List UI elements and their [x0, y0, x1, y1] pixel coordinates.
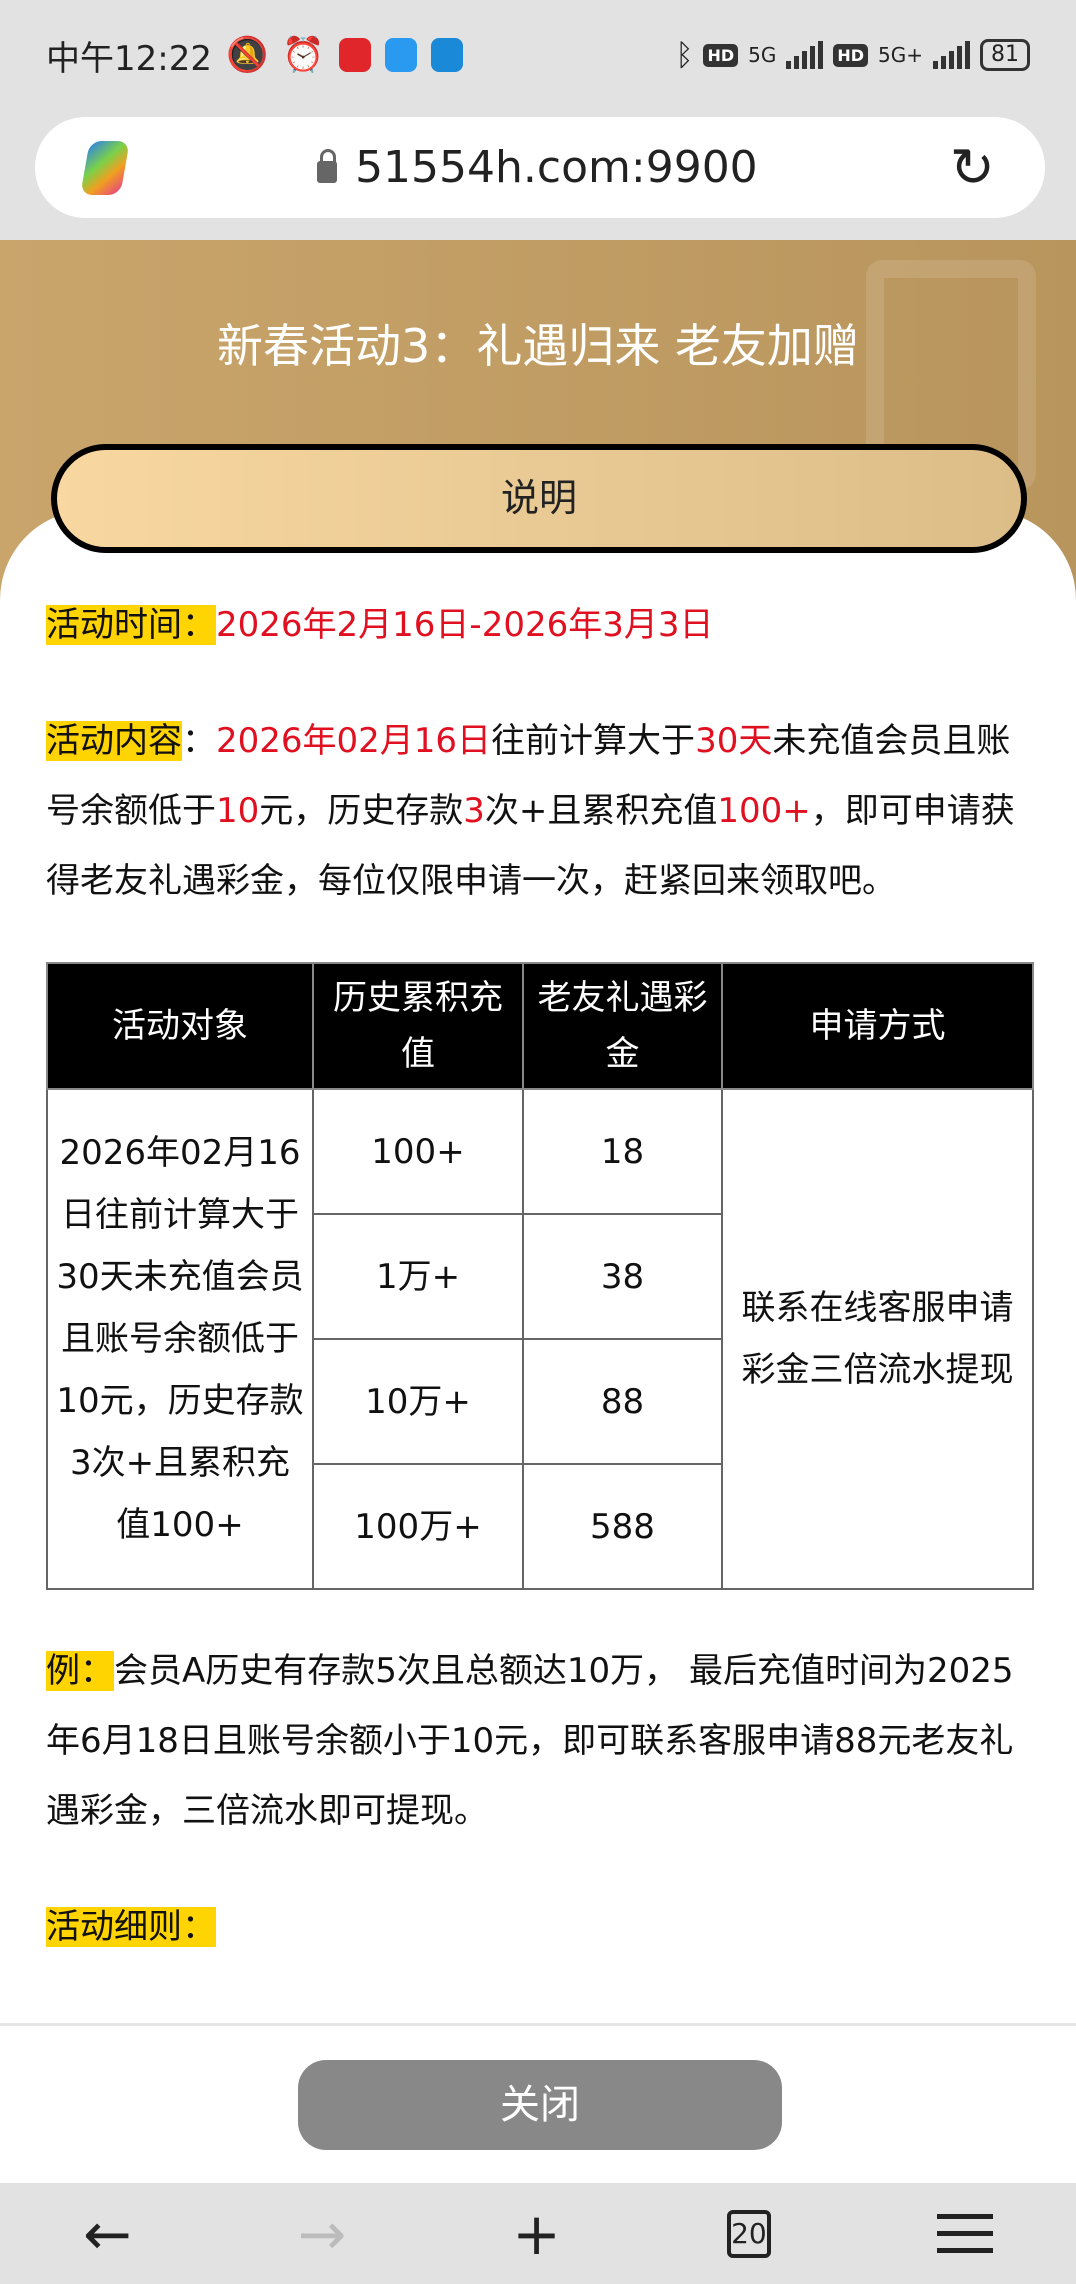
text: 元，历史存款 — [259, 791, 464, 831]
table-row: 2026年02月16日往前计算大于30天未充值会员且账号余额低于10元，历史存款… — [46, 1088, 1034, 1590]
cell: 100万+ — [312, 1463, 524, 1590]
header-cell: 历史累积充值 — [312, 962, 524, 1090]
table-header: 活动对象 历史累积充值 老友礼遇彩金 申请方式 — [46, 962, 1034, 1090]
time-value: 2026年2月16日-2026年3月3日 — [216, 605, 714, 645]
cell: 88 — [522, 1338, 723, 1465]
text: ： — [182, 721, 216, 761]
cell: 1万+ — [312, 1213, 524, 1340]
cell: 588 — [522, 1463, 723, 1590]
text: 次+且累积充值 — [484, 791, 718, 831]
copilot-logo-icon[interactable] — [80, 140, 130, 195]
content-body: 活动时间：2026年2月16日-2026年3月3日 活动内容：2026年02月1… — [46, 590, 1036, 2008]
forward-icon[interactable]: → — [297, 2199, 347, 2268]
text: 30天 — [695, 721, 773, 761]
chat-app-icon — [384, 38, 417, 72]
hd-icon: HD — [703, 43, 739, 67]
divider — [0, 2023, 1076, 2026]
text: 2026年02月16日 — [216, 721, 492, 761]
tabs-button[interactable]: 20 — [726, 2209, 771, 2258]
cell: 38 — [522, 1213, 723, 1340]
text: 往前计算大于 — [491, 721, 696, 761]
text: 未充值会员且账号余额低于 — [46, 721, 1011, 831]
browser-nav: ← → + 20 — [0, 2183, 1076, 2284]
status-bar: 中午12:22 🔕 ⏰ ᛒ HD 5G HD 5G+ 81 — [0, 0, 1076, 110]
activity-content: 活动内容：2026年02月16日往前计算大于30天未充值会员且账号余额低于10元… — [46, 706, 1036, 916]
table-row: 1万+ 38 — [47, 1213, 1033, 1340]
cell: 10万+ — [312, 1338, 524, 1465]
time-label: 活动时间： — [46, 605, 216, 645]
example: 例：会员A历史有存款5次且总额达10万， 最后充值时间为2025年6月18日且账… — [46, 1636, 1036, 1846]
header-cell: 申请方式 — [721, 962, 1034, 1090]
page-title: 新春活动3：礼遇归来 老友加赠 — [217, 319, 859, 373]
address-bar[interactable]: 51554h.com:9900 ↻ — [35, 117, 1045, 218]
example-text: 会员A历史有存款5次且总额达10万， 最后充值时间为2025年6月18日且账号余… — [46, 1651, 1014, 1831]
new-tab-icon[interactable]: + — [512, 2199, 561, 2268]
reload-icon[interactable]: ↻ — [949, 136, 995, 199]
menu-icon[interactable] — [936, 2214, 993, 2253]
hd-icon: HD — [833, 43, 869, 67]
reward-table: 活动对象 历史累积充值 老友礼遇彩金 申请方式 2026年02月16日往前计算大… — [46, 962, 1034, 1590]
target-cell: 2026年02月16日往前计算大于30天未充值会员且账号余额低于10元，历史存款… — [46, 1088, 314, 1590]
table-row: 10万+ 88 — [47, 1338, 1033, 1465]
signal-icon — [786, 41, 824, 69]
text: 100+ — [717, 791, 811, 831]
rules: 活动细则： — [46, 1892, 1036, 1962]
close-button[interactable]: 关闭 — [298, 2060, 782, 2150]
table-row: 100万+ 588 — [47, 1463, 1033, 1590]
alarm-icon: ⏰ — [282, 35, 325, 75]
activity-time: 活动时间：2026年2月16日-2026年3月3日 — [46, 590, 1036, 660]
text: 10 — [216, 791, 260, 831]
network-label: 5G+ — [878, 43, 923, 67]
network-label: 5G — [748, 43, 777, 67]
signal-icon — [933, 41, 970, 69]
example-label: 例： — [46, 1651, 114, 1691]
lock-icon — [317, 148, 338, 183]
content-label: 活动内容 — [46, 721, 182, 761]
activity-page: 新春活动3：礼遇归来 老友加赠 说明 活动时间：2026年2月16日-2026年… — [0, 240, 1076, 2183]
mute-icon: 🔕 — [225, 35, 269, 75]
back-icon[interactable]: ← — [83, 2199, 132, 2268]
clock: 中午12:22 — [46, 38, 212, 79]
text: 3 — [463, 791, 485, 831]
wifi-app-icon — [430, 38, 463, 72]
header-cell: 活动对象 — [46, 962, 314, 1090]
text: ，即可申请获得老友礼遇彩金，每位仅限申请一次，赶紧回来领取吧。 — [46, 791, 1015, 901]
header-cell: 老友礼遇彩金 — [522, 962, 723, 1090]
rules-label: 活动细则： — [46, 1907, 216, 1947]
cell: 18 — [522, 1088, 723, 1215]
explain-tab[interactable]: 说明 — [51, 444, 1027, 553]
method-cell: 联系在线客服申请彩金三倍流水提现 — [721, 1088, 1034, 1590]
bluetooth-icon: ᛒ — [675, 37, 694, 73]
news-app-icon — [338, 38, 371, 72]
cell: 100+ — [312, 1088, 524, 1215]
battery-icon: 81 — [980, 39, 1030, 71]
url-text[interactable]: 51554h.com:9900 — [355, 142, 758, 193]
